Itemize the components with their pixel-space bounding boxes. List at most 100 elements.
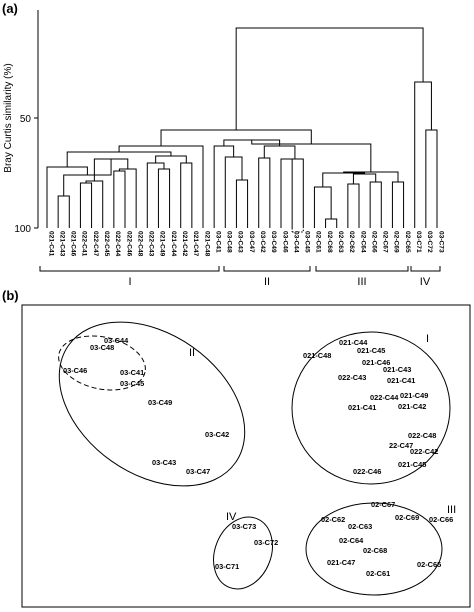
sample-label: 021-C41 (348, 403, 376, 412)
leaf-label: 02-C67 (382, 231, 389, 253)
ordination-group-label-IV: IV (226, 511, 237, 523)
bracket-group-III (315, 266, 409, 272)
dendrogram-branch (258, 157, 271, 228)
leaf-label: 03-C46 (281, 231, 288, 253)
sample-label: 02-C67 (371, 500, 395, 509)
sample-label: 03-C43 (152, 458, 176, 467)
sample-label: 021-C44 (339, 338, 368, 347)
sample-label: 02-C65 (417, 560, 441, 569)
leaf-label: 022-C44 (114, 231, 121, 257)
leaf-label: 021-C42 (181, 231, 188, 257)
sample-label: 022-C48 (408, 431, 436, 440)
leaf-label: 022-C45 (103, 231, 110, 257)
ordination-group-label-II: II (189, 347, 195, 359)
leaf-label: 021-C47 (192, 231, 199, 257)
group-brackets: I II III IV (39, 266, 441, 288)
dendrogram-branch (347, 183, 360, 228)
leaf-label: 03-C72 (426, 231, 433, 253)
dendrogram-branch (286, 158, 304, 228)
panel-label-a: (a) (2, 1, 18, 16)
leaf-label: 03-C42 (259, 231, 266, 253)
sample-label: 021-C45 (398, 460, 426, 469)
sample-label: 03-C45 (120, 379, 144, 388)
dendrogram-branch (57, 195, 70, 228)
cluster-outlines: II I IV III (58, 321, 456, 596)
cluster-outline-IV (213, 516, 273, 590)
y-axis-title: Bray Curtis similarity (%) (3, 63, 14, 172)
group-label-II: II (264, 276, 270, 288)
dendrogram-branch (85, 180, 104, 228)
leaf-label: 022-C47 (92, 231, 99, 257)
dendrogram-branch (63, 159, 112, 196)
sample-label: 22-C47 (389, 441, 413, 450)
group-label-IV: IV (420, 276, 431, 288)
sample-label: 03-C44 (104, 336, 129, 345)
sample-label: 03-C46 (63, 366, 87, 375)
cluster-outline-II (58, 321, 246, 487)
dendrogram-dotted-link (291, 228, 304, 233)
leaf-label: 021-C44 (170, 231, 177, 257)
dendrogram-branch (391, 181, 405, 228)
dendrogram-branches (46, 27, 438, 233)
sample-label: 022-C43 (338, 373, 366, 382)
leaf-label: 022-C48 (136, 231, 143, 257)
ordination-group-label-III: III (447, 504, 456, 516)
leaf-label: 022-C41 (81, 231, 88, 257)
leaf-label: 021-C46 (70, 231, 77, 257)
sample-label: 03-C42 (205, 430, 229, 439)
dendrogram-branch (213, 145, 235, 228)
dendrogram-branch (118, 168, 137, 228)
leaf-label: 03-C43 (237, 231, 244, 253)
dendrogram-branch (155, 155, 187, 163)
dendrogram-branch (263, 145, 296, 159)
dendrogram-branch (235, 179, 249, 228)
leaf-label: 02-C68 (326, 231, 333, 253)
cluster-outline-III (305, 502, 443, 596)
leaf-label: 021-C41 (47, 231, 54, 257)
sample-label: 03-C72 (254, 538, 278, 547)
dendrogram-branch (113, 170, 126, 228)
dendrogram-branch (369, 181, 382, 228)
panel-label-b: (b) (2, 288, 19, 303)
bracket-group-I (39, 266, 220, 272)
leaf-label: 03-C49 (270, 231, 277, 253)
leaf-label: 03-C71 (415, 231, 422, 253)
sample-label: 02-C61 (366, 569, 390, 578)
leaf-label: 02-C62 (348, 231, 355, 253)
leaf-label: 02-C66 (370, 231, 377, 253)
sample-label: 021-C46 (362, 358, 390, 367)
sample-label: 02-C68 (363, 546, 387, 555)
dendrogram-branch (224, 156, 243, 228)
sample-label: 021-C42 (398, 402, 426, 411)
leaf-label: 022-C46 (125, 231, 132, 257)
sample-label: 022-C42 (410, 447, 438, 456)
dendrogram-branch (280, 158, 293, 228)
sample-label: 022-C44 (370, 393, 399, 402)
sample-label: 03-C73 (232, 522, 256, 531)
sample-label: 02-C64 (339, 536, 364, 545)
sample-label: 02-C69 (395, 513, 419, 522)
dendrogram-leaf-labels: 021-C41 021-C43 021-C46 022-C41 022-C47 022-C… (47, 231, 444, 257)
sample-label: 03-C48 (90, 343, 114, 352)
dendrogram-branch (180, 162, 193, 228)
sample-label: 021-C43 (383, 365, 411, 374)
leaf-label: 03-C48 (226, 231, 233, 253)
leaf-label: 03-C44 (292, 231, 299, 253)
group-label-I: I (128, 276, 131, 288)
dendrogram-branch (146, 162, 165, 228)
y-tick-50: 50 (20, 114, 32, 125)
sample-label: 021-C48 (303, 351, 331, 360)
sample-label: 03-C41 (120, 368, 144, 377)
cluster-outline-II-inner (58, 335, 146, 391)
dendrogram-branch (235, 27, 424, 130)
leaf-label: 022-C43 (148, 231, 155, 257)
y-tick-100: 100 (14, 224, 31, 235)
leaf-label: 021-C48 (203, 231, 210, 257)
sample-label: 03-C71 (215, 562, 239, 571)
leaf-label: 02-C63 (337, 231, 344, 253)
sample-label: 022-C46 (353, 467, 381, 476)
sample-label: 021-C45 (357, 346, 385, 355)
dendrogram-branch (325, 218, 338, 228)
